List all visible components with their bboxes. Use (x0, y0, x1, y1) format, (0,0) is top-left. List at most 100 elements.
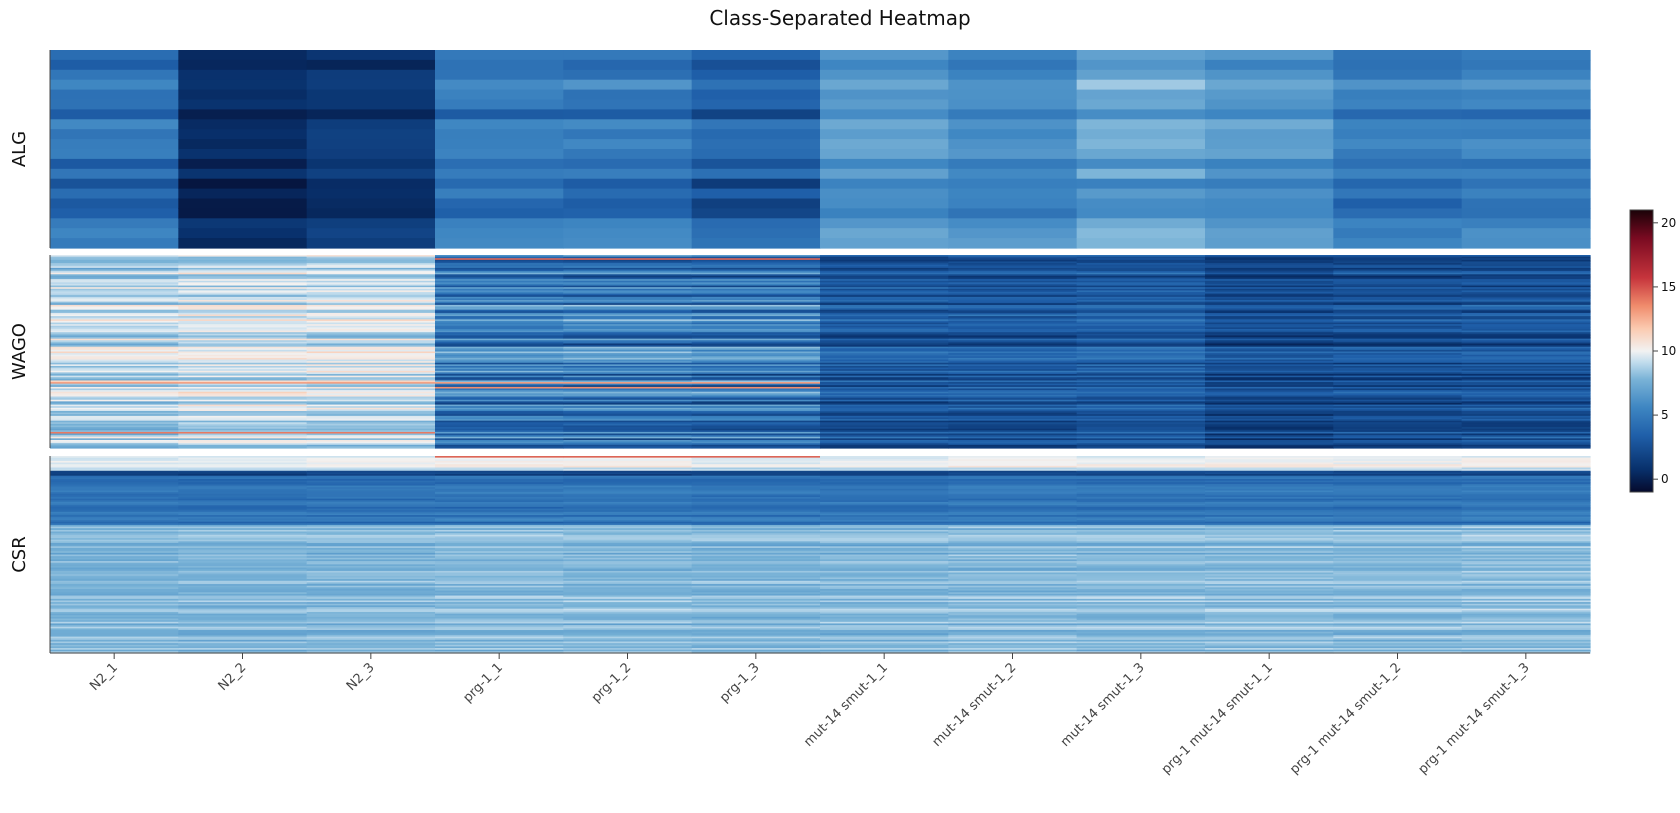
heatmap-cell (178, 446, 308, 449)
heatmap-cell (948, 394, 1078, 398)
heatmap-cell (178, 272, 308, 275)
heatmap-cell (50, 89, 179, 101)
heatmap-cell (1205, 367, 1334, 370)
heatmap-cell (691, 470, 821, 474)
heatmap-cell (1333, 325, 1463, 328)
heatmap-cell (820, 497, 949, 500)
heatmap-cell (1333, 361, 1463, 364)
heatmap-cell (948, 569, 1078, 572)
heatmap-cell (1333, 267, 1463, 271)
heatmap-cell (1461, 569, 1591, 572)
heatmap-cell (1461, 404, 1591, 407)
heatmap-cell (563, 407, 693, 410)
heatmap-cell (435, 534, 564, 538)
heatmap-column-csr-11 (1461, 456, 1591, 654)
heatmap-cell (1076, 218, 1206, 229)
heatmap-cell (563, 394, 693, 398)
colorbar-tick-label: 15 (1661, 280, 1676, 294)
heatmap-cell (1333, 390, 1463, 393)
heatmap-cell (1205, 386, 1334, 390)
heatmap-cell (50, 565, 179, 569)
heatmap-cell (563, 282, 693, 285)
heatmap-cell (1333, 288, 1463, 291)
heatmap-cell (306, 258, 436, 261)
heatmap-cell (1205, 311, 1334, 314)
heatmap-cell (50, 552, 179, 556)
heatmap-cell (306, 290, 436, 293)
heatmap-cell (563, 296, 693, 300)
heatmap-cell (306, 618, 436, 621)
heatmap-cell (178, 377, 308, 380)
heatmap-cell (178, 648, 308, 651)
heatmap-cell (306, 412, 436, 415)
heatmap-cell (1076, 559, 1206, 562)
heatmap-cell (691, 510, 821, 513)
heatmap-cell (691, 611, 821, 615)
heatmap-cell (948, 474, 1078, 477)
heatmap-cell (1461, 543, 1591, 546)
heatmap-cell (948, 300, 1078, 303)
heatmap-cell (435, 538, 564, 541)
heatmap-cell (1333, 444, 1463, 447)
heatmap-cell (563, 298, 693, 301)
heatmap-cell (563, 267, 693, 271)
heatmap-cell (1461, 298, 1591, 301)
heatmap-cell (178, 552, 308, 556)
heatmap-cell (306, 402, 436, 406)
heatmap-cell (691, 565, 821, 569)
heatmap-cell (178, 623, 308, 626)
heatmap-cell (691, 311, 821, 314)
heatmap-cell (50, 361, 179, 364)
heatmap-cell (1461, 593, 1591, 597)
heatmap-cell (1333, 572, 1463, 575)
heatmap-cell (1333, 411, 1463, 414)
heatmap-cell (691, 188, 821, 200)
heatmap-cell (435, 283, 564, 287)
heatmap-cell (563, 603, 693, 606)
heatmap-column-csr-2 (306, 456, 436, 654)
heatmap-cell (1076, 290, 1206, 293)
heatmap-cell (1205, 608, 1334, 611)
heatmap-cell (50, 79, 179, 91)
heatmap-cell (435, 438, 564, 441)
heatmap-cell (948, 552, 1078, 556)
heatmap-cell (1205, 643, 1334, 646)
heatmap-cell (1461, 469, 1591, 472)
heatmap-cell (1333, 317, 1463, 320)
heatmap-cell (1205, 296, 1334, 300)
heatmap-cell (1205, 411, 1334, 414)
heatmap-cell (563, 109, 693, 120)
heatmap-cell (306, 575, 436, 579)
heatmap-cell (1076, 394, 1206, 398)
heatmap-cell (1076, 500, 1206, 503)
heatmap-cell (691, 539, 821, 542)
heatmap-cell (1205, 495, 1334, 498)
heatmap-cell (1333, 266, 1463, 269)
heatmap-cell (178, 59, 308, 71)
heatmap-cell (1076, 444, 1206, 447)
heatmap-cell (1205, 593, 1334, 597)
heatmap-cell (563, 99, 693, 110)
heatmap-cell (948, 626, 1078, 629)
heatmap-cell (820, 303, 949, 306)
heatmap-cell (948, 554, 1078, 557)
heatmap-cell (1205, 263, 1334, 266)
heatmap-cell (178, 626, 308, 629)
heatmap-cell (563, 335, 693, 338)
heatmap-cell (50, 639, 179, 643)
heatmap-cell (1461, 523, 1591, 526)
heatmap-cell (820, 330, 949, 333)
heatmap-cell (1461, 280, 1591, 283)
heatmap-cell (1461, 549, 1591, 552)
heatmap-cell (820, 69, 949, 81)
heatmap-cell (1076, 198, 1206, 209)
heatmap-cell (948, 412, 1078, 415)
heatmap-cell (1461, 149, 1591, 160)
heatmap-column-alg-10 (1333, 50, 1463, 249)
heatmap-cell (563, 446, 693, 449)
heatmap-cell (1076, 129, 1206, 140)
heatmap-cell (50, 590, 179, 593)
heatmap-cell (178, 255, 308, 258)
heatmap-cell (1076, 337, 1206, 340)
heatmap-cell (1205, 564, 1334, 567)
